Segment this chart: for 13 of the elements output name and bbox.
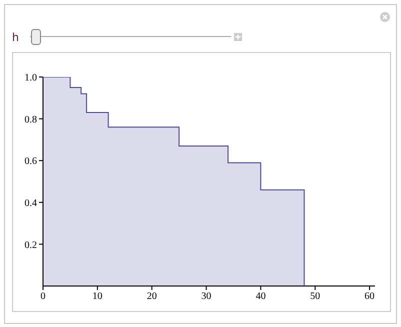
x-tick-label: 50 bbox=[310, 291, 320, 302]
y-tick-label: 0.6 bbox=[24, 156, 37, 168]
x-tick-label: 20 bbox=[146, 291, 157, 302]
x-tick-label: 0 bbox=[40, 291, 46, 302]
x-tick-label: 30 bbox=[201, 291, 212, 302]
y-tick-label: 1.0 bbox=[24, 72, 37, 84]
y-tick-label: 0.2 bbox=[24, 240, 37, 251]
y-tick-label: 0.8 bbox=[24, 114, 37, 126]
x-tick-label: 10 bbox=[92, 291, 102, 302]
text: h bbox=[12, 31, 19, 44]
x-tick-label: 40 bbox=[256, 291, 266, 302]
y-tick-label: 0.4 bbox=[24, 198, 37, 209]
x-tick-label: 60 bbox=[364, 291, 375, 302]
